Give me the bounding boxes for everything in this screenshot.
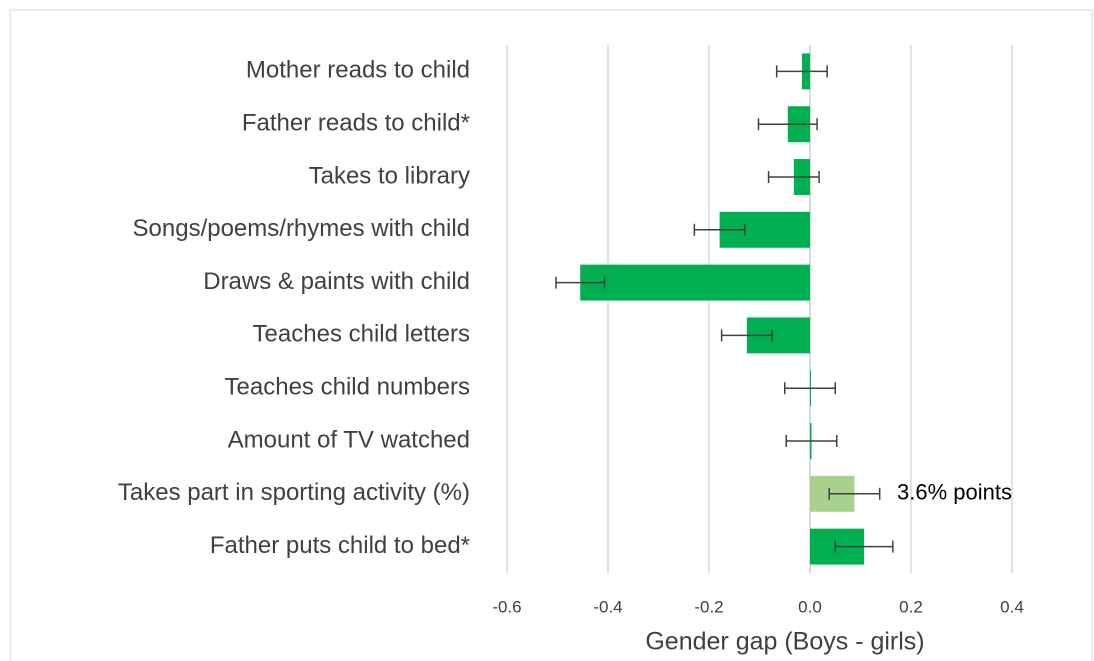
y-tick-label: Draws & paints with child bbox=[203, 268, 470, 295]
x-tick-label: -0.4 bbox=[593, 597, 622, 616]
y-tick-label: Takes to library bbox=[309, 162, 470, 189]
x-axis-title: Gender gap (Boys - girls) bbox=[645, 628, 924, 656]
y-tick-label: Takes part in sporting activity (%) bbox=[118, 479, 470, 506]
bar bbox=[580, 264, 810, 301]
y-tick-label: Father reads to child* bbox=[242, 110, 470, 137]
x-tick-label: -0.6 bbox=[492, 597, 521, 616]
y-tick-label: Father puts child to bed* bbox=[210, 532, 470, 559]
x-tick-label: 0.0 bbox=[798, 597, 822, 616]
x-tick-label: 0.4 bbox=[1000, 597, 1024, 616]
x-tick-label: -0.2 bbox=[694, 597, 723, 616]
chart-border bbox=[9, 9, 1093, 661]
x-tick-label: 0.2 bbox=[899, 597, 923, 616]
y-tick-label: Teaches child letters bbox=[253, 321, 470, 348]
annotation: 3.6% points bbox=[897, 480, 1012, 505]
y-tick-label: Amount of TV watched bbox=[228, 426, 470, 453]
y-tick-label: Teaches child numbers bbox=[225, 374, 470, 401]
y-tick-label: Mother reads to child bbox=[246, 57, 470, 84]
y-tick-label: Songs/poems/rhymes with child bbox=[133, 215, 470, 242]
